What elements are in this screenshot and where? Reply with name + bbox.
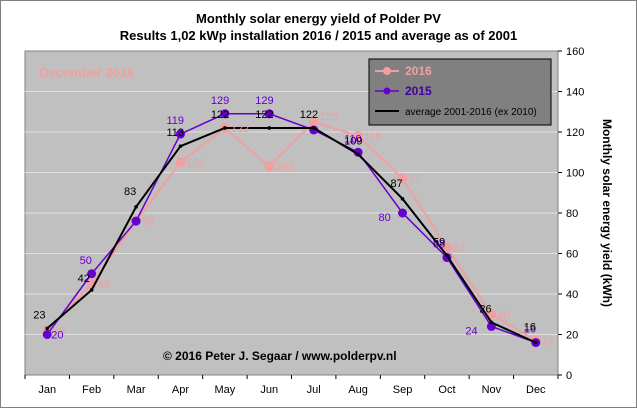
x-tick-label: Nov [482, 384, 502, 396]
x-tick-label: Dec [526, 384, 546, 396]
data-label: 122 [255, 109, 273, 121]
data-label: 122 [300, 109, 318, 121]
series-1-point [220, 109, 230, 119]
chart-subtitle: Results 1,02 kWp installation 2016 / 201… [119, 28, 518, 43]
data-label: 109 [344, 135, 362, 147]
y-tick-label: 0 [566, 370, 572, 382]
series-2-point [400, 197, 405, 201]
y-tick-label: 20 [566, 330, 578, 342]
x-tick-label: Feb [82, 384, 101, 396]
y-tick-label: 120 [566, 127, 584, 139]
data-label: 129 [211, 95, 229, 107]
series-2-point [134, 205, 138, 209]
data-label: 23 [33, 309, 45, 321]
legend-label: average 2001-2016 (ex 2010) [405, 107, 537, 118]
data-label: 20 [51, 330, 63, 342]
series-0-point [264, 161, 275, 172]
legend-label: 2016 [405, 64, 432, 78]
series-2-point [178, 144, 183, 148]
legend-swatch-marker [383, 87, 391, 95]
data-label: 50 [80, 255, 92, 267]
data-label: 122 [211, 109, 229, 121]
data-label: 45 [98, 279, 110, 291]
data-label: 16 [524, 322, 536, 334]
data-label: 80 [379, 212, 391, 224]
series-0-point [308, 116, 319, 127]
series-line-0 [46, 120, 537, 342]
series-2-point [223, 126, 227, 130]
data-label: 63 [453, 242, 465, 254]
series-2-point [267, 126, 272, 130]
data-label: 17 [542, 336, 554, 348]
series-line-1 [46, 113, 537, 344]
data-label: 119 [166, 115, 184, 127]
data-label: 113 [166, 127, 184, 139]
data-label: 26 [479, 303, 491, 315]
series-2-point [89, 288, 94, 292]
data-label: 24 [465, 325, 477, 337]
x-tick-label: May [214, 384, 235, 396]
data-label: 122 [231, 123, 249, 135]
series-1-point [264, 109, 274, 119]
y-tick-label: 100 [566, 168, 584, 180]
data-label: 16 [524, 324, 536, 336]
series-2-point [445, 253, 449, 258]
y-axis-label: Monthly solar energy yield (kWh) [600, 119, 614, 307]
series-2-point [533, 340, 538, 345]
series-2-point [489, 320, 494, 325]
legend-box [368, 58, 552, 126]
data-label: 30 [497, 309, 509, 321]
annotation-text: December 2016 [39, 65, 134, 80]
data-label: 42 [78, 273, 90, 285]
series-1-point [398, 208, 408, 218]
data-label: 105 [186, 157, 204, 169]
series-0-point [397, 173, 408, 184]
series-1-point [42, 330, 52, 339]
x-tick-label: Apr [172, 384, 189, 396]
series-line-2 [46, 126, 537, 344]
data-label: 97 [409, 174, 421, 186]
x-tick-label: Aug [348, 384, 368, 396]
series-2-point [311, 126, 316, 130]
data-label: 125 [320, 111, 338, 123]
series-0-point [441, 242, 452, 253]
data-label: 76 [142, 216, 154, 228]
data-label: 87 [391, 178, 403, 190]
x-tick-label: Sep [393, 384, 413, 396]
y-tick-label: 40 [566, 289, 578, 301]
legend-swatch-marker [386, 110, 388, 112]
y-tick-label: 140 [566, 87, 584, 99]
y-tick-label: 60 [566, 249, 578, 261]
legend-label: 2015 [405, 84, 432, 98]
series-1-point [353, 147, 363, 157]
series-1-point [87, 269, 97, 279]
y-tick-label: 80 [566, 208, 578, 220]
chart-title: Monthly solar energy yield of Polder PV [196, 11, 441, 26]
series-2-point [356, 152, 360, 157]
series-1-point [131, 216, 141, 226]
data-label: 83 [124, 186, 136, 198]
series-0-point [486, 309, 497, 320]
data-label: 22 [53, 325, 65, 337]
data-label: 59 [433, 237, 445, 249]
x-tick-label: Jul [307, 384, 321, 396]
legend-swatch-marker [383, 67, 391, 75]
series-0-point [175, 157, 186, 168]
x-tick-label: Jan [38, 384, 56, 396]
data-label: 110 [344, 133, 362, 145]
series-1-point [175, 129, 185, 139]
series-0-point [353, 131, 364, 142]
series-2-point [45, 326, 50, 331]
data-label: 129 [255, 95, 273, 107]
data-label: 58 [433, 239, 445, 251]
y-tick-label: 160 [566, 46, 584, 58]
x-tick-label: Oct [438, 384, 455, 396]
x-tick-label: Jun [260, 384, 278, 396]
x-tick-label: Mar [127, 384, 146, 396]
credit-text: © 2016 Peter J. Segaar / www.polderpv.nl [163, 349, 397, 363]
data-label: 118 [364, 131, 382, 143]
data-label: 103 [275, 161, 293, 173]
